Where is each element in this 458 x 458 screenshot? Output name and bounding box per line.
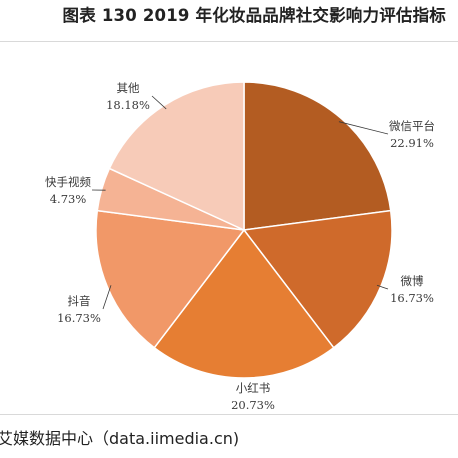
leader-line-3 [102, 285, 112, 310]
pie-slices [95, 81, 393, 379]
pie-slice-2 [153, 228, 335, 379]
slice-value-0: 22.91% [390, 136, 434, 150]
pie-labels: 微信平台 22.91% 微博 16.73% 小红书 20.73% 抖音 16.73% 快手视频 4… [45, 81, 435, 412]
chart-title: 图表 130 2019 年化妆品品牌社交影响力评估指标 [62, 6, 446, 25]
slice-value-4: 4.73% [50, 192, 87, 206]
slice-label-0: 微信平台 [389, 119, 435, 133]
slice-label-4: 快手视频 [45, 175, 91, 189]
pie-slice-5 [108, 81, 245, 232]
leader-line-5 [151, 95, 167, 110]
slice-value-2: 20.73% [231, 398, 275, 412]
slice-label-2: 小红书 [236, 381, 271, 395]
leader-line-0 [338, 121, 389, 135]
slice-value-3: 16.73% [57, 311, 101, 325]
slice-value-5: 18.18% [106, 98, 150, 112]
pie-leader-lines [91, 95, 389, 310]
leader-line-1 [376, 284, 389, 290]
slice-value-1: 16.73% [390, 291, 434, 305]
slice-label-3: 抖音 [68, 294, 91, 308]
top-divider [0, 41, 458, 42]
bottom-divider [0, 414, 458, 415]
pie-slice-0 [243, 81, 392, 231]
slice-label-1: 微博 [401, 274, 424, 288]
slice-label-5: 其他 [117, 81, 140, 95]
source-note: 艾媒数据中心（data.iimedia.cn) [0, 429, 240, 448]
pie-slice-3 [95, 209, 246, 349]
